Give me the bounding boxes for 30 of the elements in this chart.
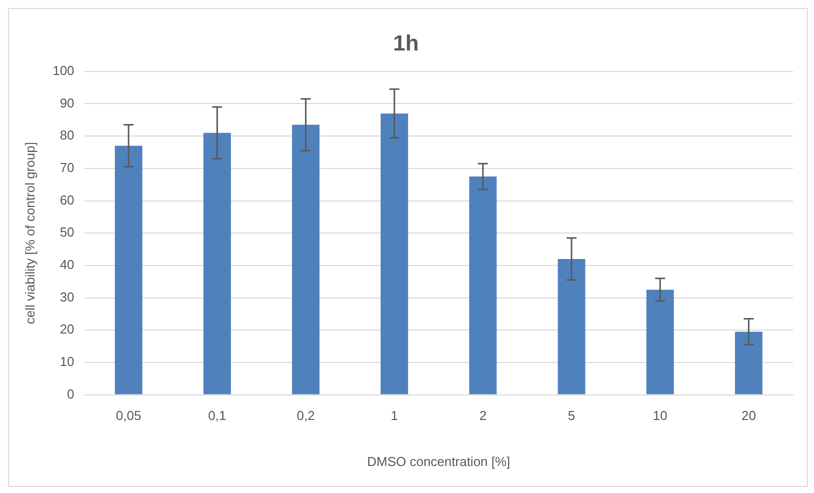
x-tick-label: 0,05 [116,408,142,424]
y-tick-label: 10 [60,354,74,370]
y-tick-label: 50 [60,224,74,240]
y-tick-label: 60 [60,192,74,208]
bar [292,124,320,394]
y-tick-label: 100 [52,62,74,78]
bar [380,113,408,394]
bar [114,146,142,394]
x-axis-title: DMSO concentration [%] [367,454,510,469]
y-tick-label: 90 [60,95,74,110]
y-tick-label: 30 [60,289,74,304]
x-tick-label: 10 [652,408,668,424]
y-axis-title: cell viability [% of control group] [22,142,38,324]
bar [558,258,586,394]
y-tick-label: 0 [67,386,74,402]
bar [646,290,674,394]
x-tick-label: 0,2 [296,408,315,424]
y-tick-label: 80 [60,128,74,143]
y-tick-label: 40 [60,257,74,272]
bar [203,132,231,394]
bar [469,176,497,394]
x-tick-label: 20 [741,408,756,424]
chart-title: 1h [393,30,419,56]
x-tick-label: 2 [479,408,487,424]
x-tick-label: 0,1 [208,408,226,424]
bar [734,332,762,394]
y-tick-label: 70 [60,160,74,175]
y-tick-label: 20 [60,322,74,337]
x-tick-label: 5 [568,408,576,424]
x-tick-label: 1 [390,408,398,424]
